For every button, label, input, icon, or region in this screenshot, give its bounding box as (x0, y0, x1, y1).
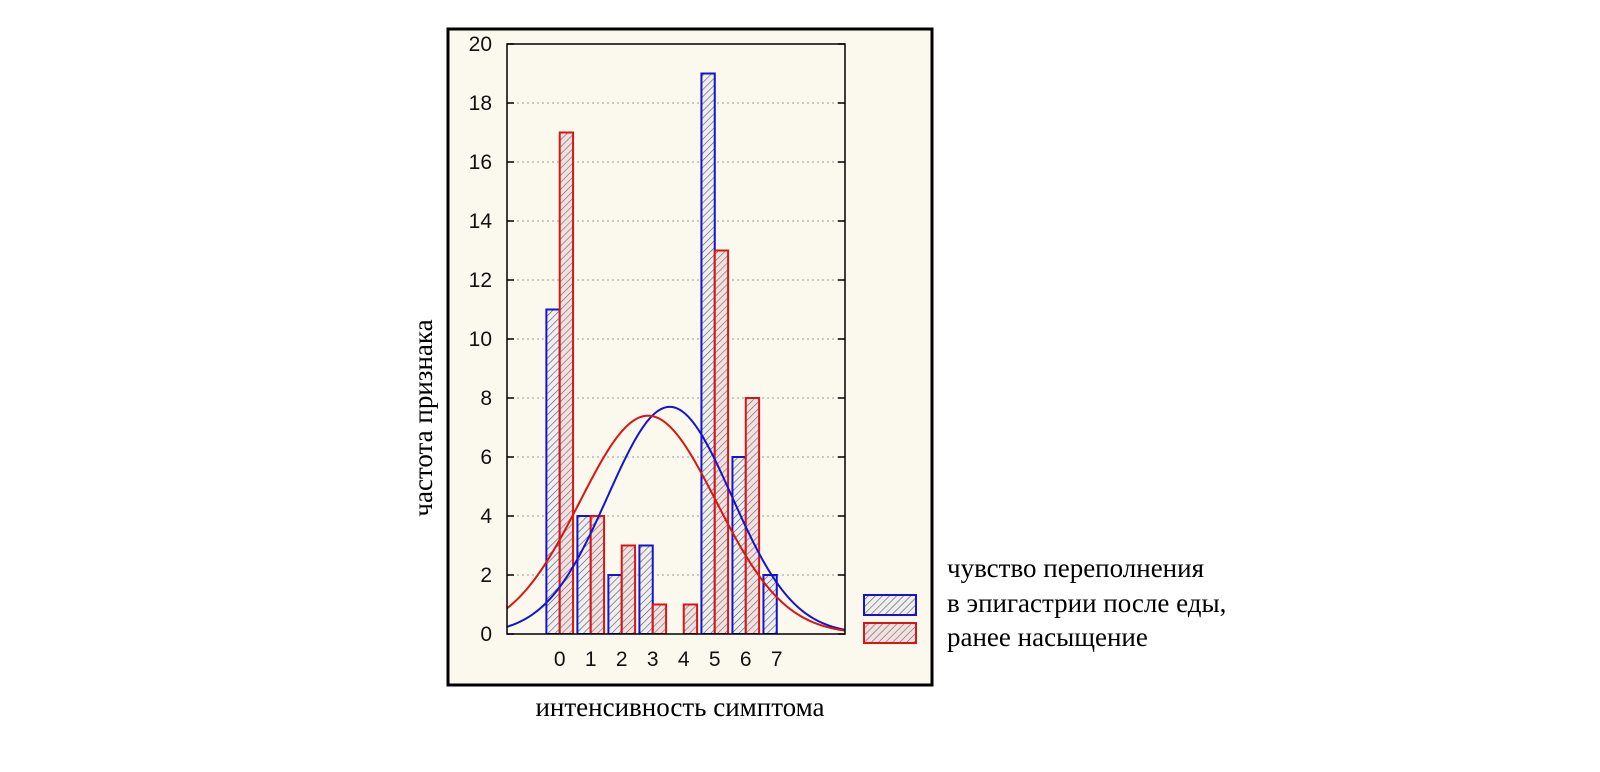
normal-curve-blue (507, 405, 845, 631)
bar-red (744, 397, 761, 634)
y-tick-label: 4 (480, 505, 492, 528)
x-axis-label: интенсивность симптома (535, 692, 824, 722)
legend-swatch-red (863, 622, 917, 644)
bar-blue (576, 515, 592, 634)
y-tick-label: 6 (480, 446, 492, 469)
bar-red (651, 603, 668, 634)
bar-blue (638, 544, 654, 634)
y-axis-label: частота признака (408, 319, 438, 516)
x-tick-label: 4 (678, 648, 690, 671)
legend: чувство переполнения в эпигастрии после … (863, 553, 1226, 652)
chart-frame (446, 27, 934, 687)
legend-text-line-1: чувство переполнения (947, 553, 1204, 583)
y-tick-label: 2 (480, 564, 492, 587)
legend-text-line-2: в эпигастрии после еды, (947, 588, 1226, 618)
y-tick-label: 12 (469, 269, 492, 292)
bar-red (713, 249, 730, 634)
y-tick-label: 8 (480, 387, 492, 410)
y-tick-label: 16 (469, 151, 492, 174)
legend-swatch-blue (863, 594, 917, 616)
bar-red (589, 515, 606, 634)
bar-layer (507, 72, 845, 634)
bar-blue (762, 574, 778, 634)
y-axis: 0 2 4 6 8 10 12 14 16 18 20 (469, 33, 845, 646)
x-tick-label: 7 (771, 648, 783, 671)
bar-blue (545, 308, 561, 634)
y-tick-label: 20 (469, 33, 492, 56)
normal-curve-red (507, 414, 845, 632)
x-tick-label: 6 (740, 648, 752, 671)
y-tick-label: 10 (469, 328, 492, 351)
x-tick-label: 3 (647, 648, 659, 671)
bar-red (682, 603, 699, 634)
x-tick-label: 2 (616, 648, 628, 671)
y-tick-label: 14 (469, 210, 493, 233)
legend-text-line-3: ранее насыщение (947, 622, 1148, 652)
y-tick-label: 18 (469, 92, 492, 115)
bar-blue (700, 72, 716, 634)
x-tick-label: 5 (709, 648, 721, 671)
x-tick-label: 0 (554, 648, 566, 671)
bar-red (558, 131, 575, 634)
x-tick-label: 1 (585, 648, 597, 671)
bar-red (620, 544, 637, 634)
y-tick-label: 0 (480, 623, 492, 646)
bar-blue (607, 574, 623, 634)
